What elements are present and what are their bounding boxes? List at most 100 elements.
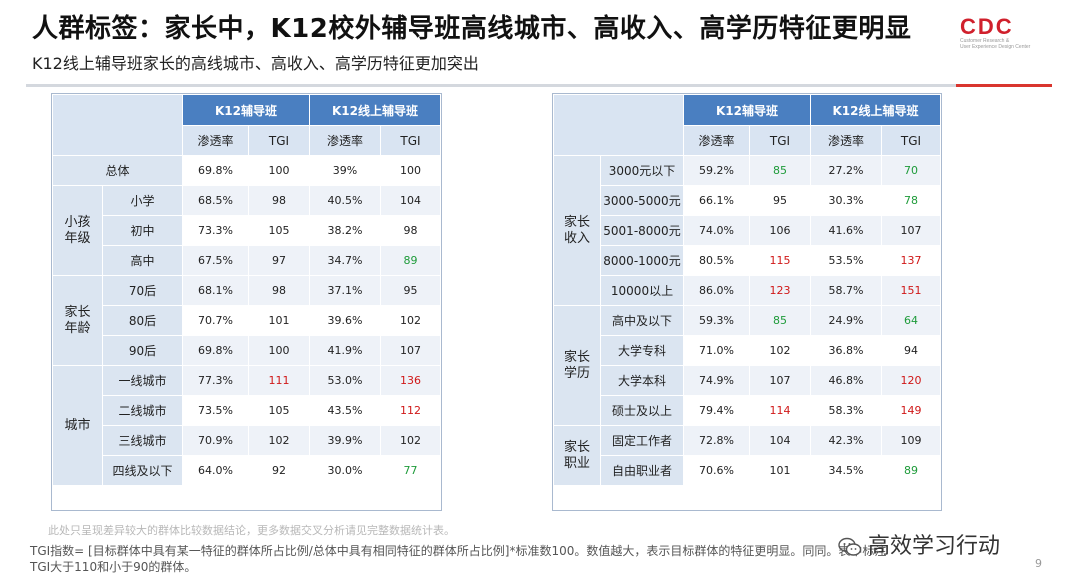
header-divider-accent: [956, 84, 1052, 87]
watermark-text: 高效学习行动: [868, 534, 1001, 559]
row-label: 自由职业者: [600, 455, 684, 486]
tgi-cell: 115: [749, 245, 811, 276]
cdc-logo: CDC Customer Research & User Experience …: [960, 16, 1038, 56]
page-number: 9: [1035, 557, 1042, 570]
penetration-cell: 36.8%: [810, 335, 882, 366]
tgi-cell: 136: [380, 365, 441, 396]
left-table-frame: [51, 93, 442, 511]
row-label: 70后: [102, 275, 183, 306]
header-k12: K12辅导班: [182, 94, 310, 126]
wechat-icon: [838, 537, 862, 556]
row-label: 80后: [102, 305, 183, 336]
penetration-cell: 58.7%: [810, 275, 882, 306]
tgi-cell: 77: [380, 455, 441, 486]
row-label: 一线城市: [102, 365, 183, 396]
penetration-cell: 86.0%: [683, 275, 750, 306]
row-label: 固定工作者: [600, 425, 684, 456]
table-row: 家长 收入 3000元以下 59.2% 85 27.2% 70: [553, 155, 941, 306]
penetration-cell: 68.1%: [182, 275, 249, 306]
header-k12: K12辅导班: [683, 94, 811, 126]
penetration-cell: 53.0%: [309, 365, 381, 396]
group-label: 城市: [52, 365, 103, 486]
tgi-cell: 101: [248, 305, 310, 336]
group-label: 家长 收入: [553, 155, 601, 306]
tgi-cell: 89: [881, 455, 941, 486]
penetration-cell: 40.5%: [309, 185, 381, 216]
tgi-cell: 97: [248, 245, 310, 276]
tgi-cell: 107: [380, 335, 441, 366]
tgi-cell: 100: [248, 155, 310, 186]
tgi-cell: 149: [881, 395, 941, 426]
table-row: 90后 69.8% 100 41.9% 107: [53, 335, 441, 366]
row-label: 90后: [102, 335, 183, 366]
tgi-cell: 107: [749, 365, 811, 396]
tgi-cell: 100: [380, 155, 441, 186]
penetration-cell: 69.8%: [182, 155, 249, 186]
penetration-cell: 41.6%: [810, 215, 882, 246]
table-row: 三线城市 70.9% 102 39.9% 102: [53, 425, 441, 456]
penetration-cell: 27.2%: [810, 155, 882, 186]
tgi-cell: 106: [749, 215, 811, 246]
page-title: 人群标签：家长中，K12校外辅导班高线城市、高收入、高学历特征更明显: [32, 14, 912, 44]
penetration-cell: 41.9%: [309, 335, 381, 366]
table-row: 80后 70.7% 101 39.6% 102: [53, 305, 441, 336]
page-subtitle: K12线上辅导班家长的高线城市、高收入、高学历特征更加突出: [32, 54, 479, 73]
tgi-cell: 98: [248, 275, 310, 306]
header-penetration: 渗透率: [182, 125, 249, 156]
penetration-cell: 74.0%: [683, 215, 750, 246]
tgi-cell: 104: [749, 425, 811, 456]
tgi-cell: 102: [749, 335, 811, 366]
penetration-cell: 74.9%: [683, 365, 750, 396]
group-label: 小孩 年级: [52, 185, 103, 276]
tgi-cell: 64: [881, 305, 941, 336]
penetration-cell: 42.3%: [810, 425, 882, 456]
table-row: 二线城市 73.5% 105 43.5% 112: [53, 395, 441, 426]
row-label: 小学: [102, 185, 183, 216]
table-row: 10000以上 86.0% 123 58.7% 151: [554, 275, 941, 306]
tgi-cell: 98: [380, 215, 441, 246]
tgi-cell: 104: [380, 185, 441, 216]
table-row: 3000-5000元 66.1% 95 30.3% 78: [554, 185, 941, 216]
penetration-cell: 39.9%: [309, 425, 381, 456]
table-row: 四线及以下 64.0% 92 30.0% 77: [53, 455, 441, 486]
corner-cell: [553, 94, 684, 156]
table-row: 高中 67.5% 97 34.7% 89: [53, 245, 441, 276]
table-row: 大学专科 71.0% 102 36.8% 94: [554, 335, 941, 366]
tgi-cell: 120: [881, 365, 941, 396]
row-label: 10000以上: [600, 275, 684, 306]
row-label: 大学本科: [600, 365, 684, 396]
header-tgi: TGI: [380, 125, 441, 156]
group-label: 家长 职业: [553, 425, 601, 486]
penetration-cell: 30.0%: [309, 455, 381, 486]
header-divider: [26, 84, 956, 87]
penetration-cell: 70.6%: [683, 455, 750, 486]
penetration-cell: 46.8%: [810, 365, 882, 396]
tgi-cell: 85: [749, 305, 811, 336]
tgi-cell: 102: [248, 425, 310, 456]
penetration-cell: 70.9%: [182, 425, 249, 456]
table-row: 5001-8000元 74.0% 106 41.6% 107: [554, 215, 941, 246]
penetration-cell: 59.2%: [683, 155, 750, 186]
row-label: 二线城市: [102, 395, 183, 426]
corner-cell: [52, 94, 183, 156]
tgi-cell: 70: [881, 155, 941, 186]
penetration-cell: 70.7%: [182, 305, 249, 336]
row-label: 8000-1000元: [600, 245, 684, 276]
tgi-cell: 94: [881, 335, 941, 366]
tgi-cell: 95: [380, 275, 441, 306]
header-penetration: 渗透率: [683, 125, 750, 156]
row-label: 5001-8000元: [600, 215, 684, 246]
table-row: 家长 职业 固定工作者 72.8% 104 42.3% 109: [553, 425, 941, 486]
logo-line2: User Experience Design Center: [960, 44, 1031, 50]
penetration-cell: 58.3%: [810, 395, 882, 426]
table-row: 家长 年龄 70后 68.1% 98 37.1% 95: [52, 275, 441, 366]
table-row: 城市 一线城市 77.3% 111 53.0% 136: [52, 365, 441, 486]
row-label: 大学专科: [600, 335, 684, 366]
row-label: 硕士及以上: [600, 395, 684, 426]
row-label: 三线城市: [102, 425, 183, 456]
row-label: 3000元以下: [600, 155, 684, 186]
penetration-cell: 79.4%: [683, 395, 750, 426]
penetration-cell: 73.5%: [182, 395, 249, 426]
row-label: 高中及以下: [600, 305, 684, 336]
table-row: 8000-1000元 80.5% 115 53.5% 137: [554, 245, 941, 276]
